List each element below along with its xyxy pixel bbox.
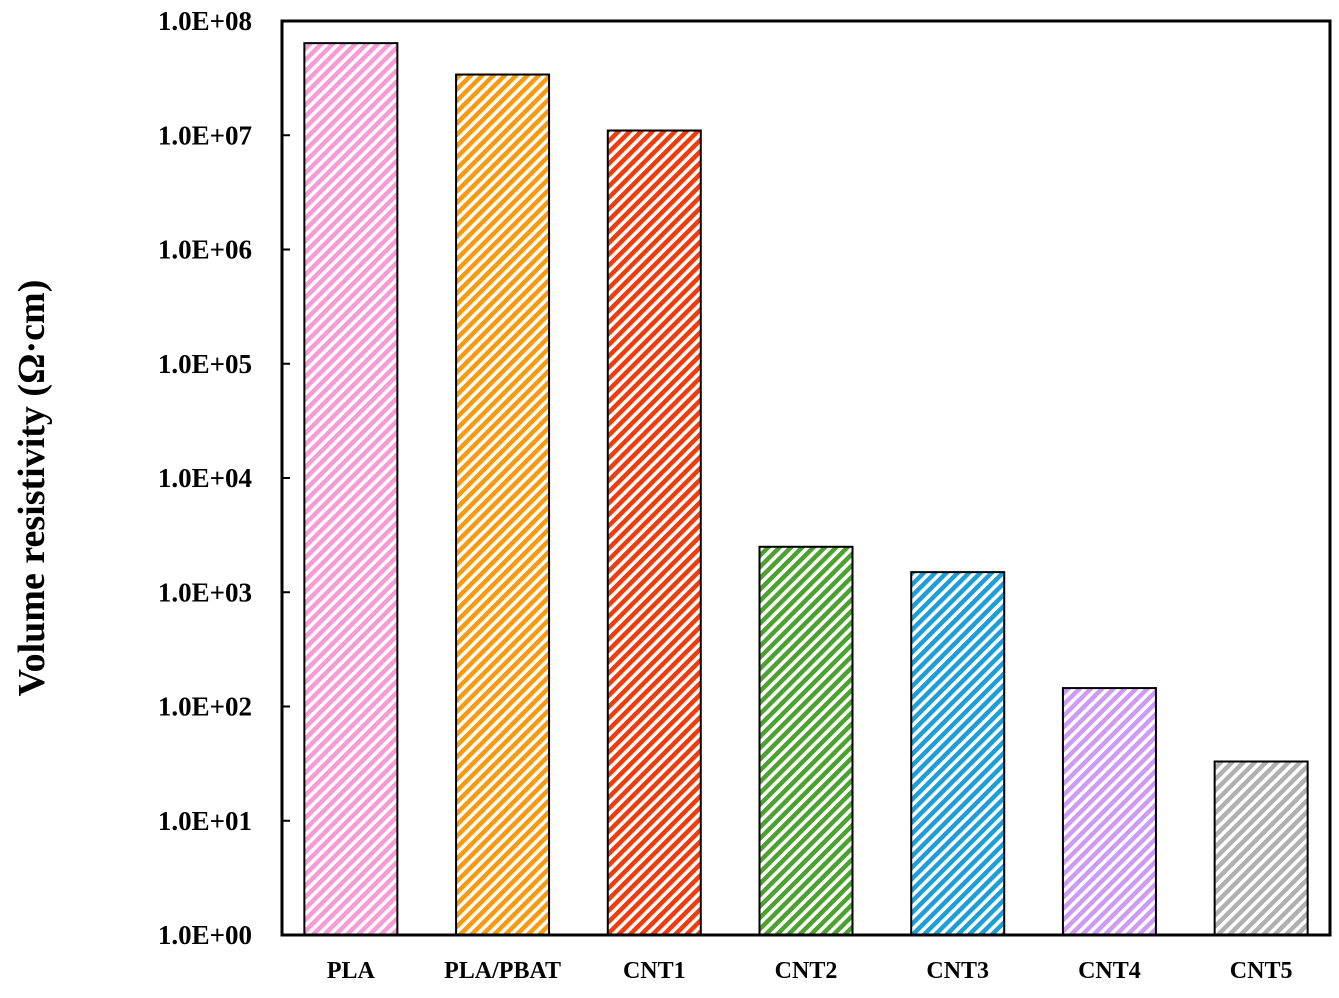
- bar-cnt1: [606, 129, 702, 937]
- x-tick-label: CNT3: [926, 958, 989, 984]
- y-tick-label: 1.0E+05: [158, 349, 252, 379]
- bars: [303, 42, 1309, 937]
- y-axis-label: Volume resistivity (Ω·cm): [11, 280, 53, 697]
- y-tick-label: 1.0E+01: [158, 806, 252, 836]
- y-tick-label: 1.0E+00: [158, 920, 252, 950]
- x-axis: PLA PLA/PBAT CNT1 CNT2 CNT3 CNT4 CNT5: [327, 958, 1293, 984]
- x-tick-label: PLA: [327, 958, 376, 984]
- y-tick-label: 1.0E+02: [158, 692, 252, 722]
- y-tick-label: 1.0E+03: [158, 577, 252, 607]
- bar-cnt2: [758, 545, 854, 936]
- bar-cnt4: [1061, 687, 1157, 937]
- y-tick-label: 1.0E+08: [158, 6, 252, 36]
- x-tick-label: CNT4: [1078, 958, 1141, 984]
- bar-pla-pbat: [455, 73, 551, 937]
- bar-pla: [303, 42, 399, 937]
- y-tick-label: 1.0E+06: [158, 235, 252, 265]
- y-tick-label: 1.0E+04: [158, 463, 252, 493]
- y-tick-label: 1.0E+07: [158, 120, 252, 150]
- x-tick-label: CNT2: [775, 958, 838, 984]
- x-tick-label: CNT1: [623, 958, 686, 984]
- y-axis: 1.0E+00 1.0E+01 1.0E+02 1.0E+03 1.0E+04 1.0E+…: [158, 6, 290, 950]
- x-tick-label: CNT5: [1230, 958, 1293, 984]
- bar-cnt3: [910, 571, 1006, 937]
- bar-cnt5: [1213, 760, 1309, 936]
- x-tick-label: PLA/PBAT: [444, 958, 561, 984]
